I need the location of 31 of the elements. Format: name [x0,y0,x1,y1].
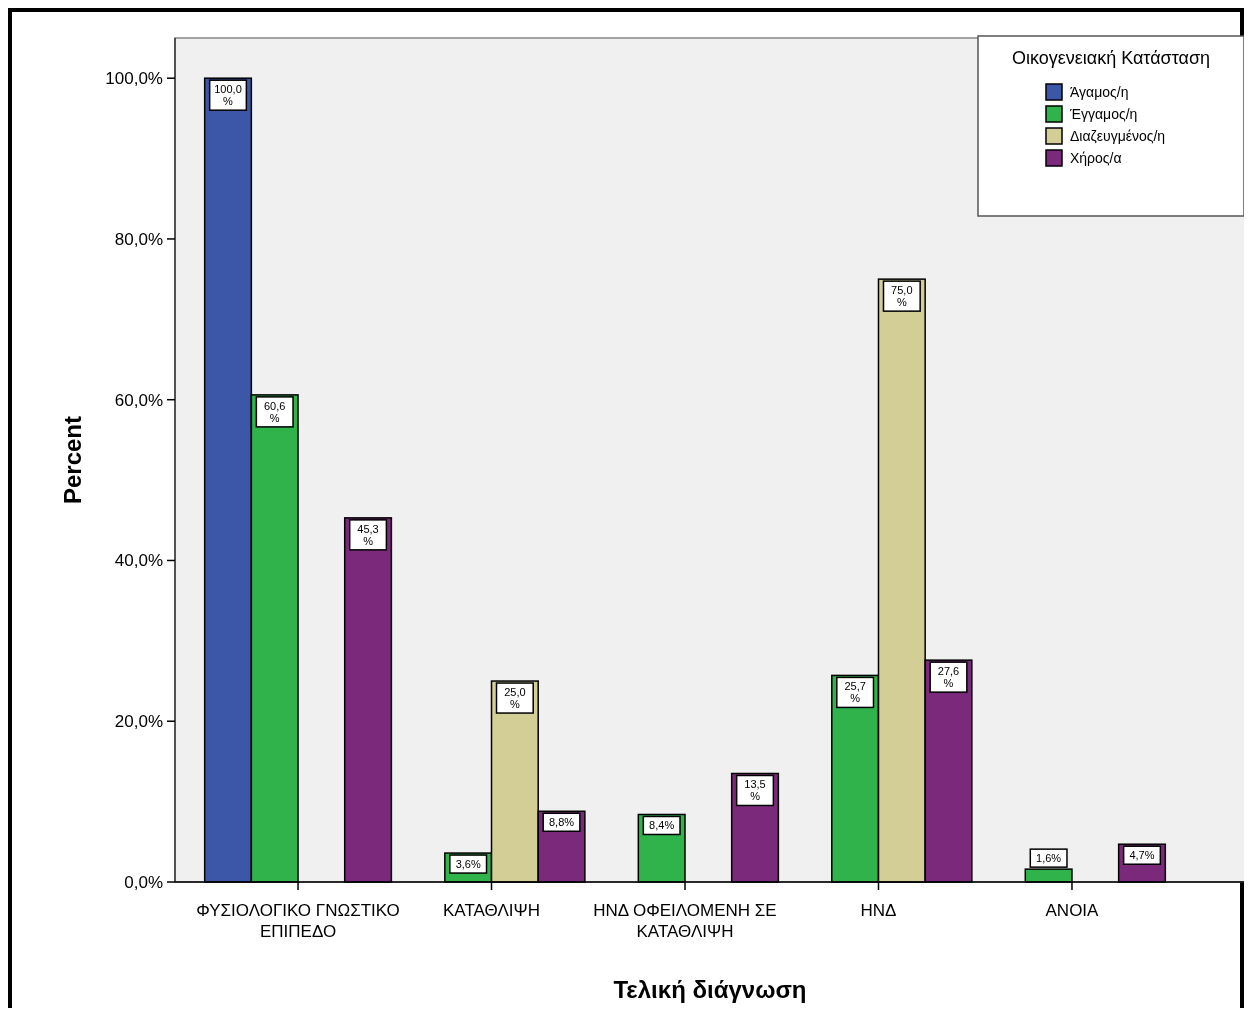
y-tick-label: 40,0% [114,551,163,571]
data-label: 3,6% [455,858,481,871]
legend-label: Χήρος/α [1070,149,1122,166]
x-axis-title: Τελική διάγνωση [613,976,807,1003]
y-tick-label: 80,0% [114,229,163,249]
y-tick-label: 60,0% [114,390,163,410]
data-label: 1,6% [1036,852,1062,865]
y-tick-label: 0,0% [124,872,163,892]
x-tick-label: ΚΑΤΑΘΛΙΨΗ [443,901,541,920]
data-label: 25,7% [844,680,866,705]
x-tick-label: ΗΝΔ [860,901,897,920]
data-label: 45,3% [357,522,379,547]
legend-label: Έγγαμος/η [1069,105,1138,122]
legend-title: Οικογενειακή Κατάσταση [1011,48,1211,68]
data-label: 8,8% [548,816,575,829]
legend-label: Διαζευγμένος/η [1070,127,1166,144]
data-label: 75,0% [891,284,913,309]
x-tick-label: ΦΥΣΙΟΛΟΓΙΚΟ ΓΝΩΣΤΙΚΟ ΕΠΙΠΕΔΟ [196,901,400,941]
data-label: 60,6% [263,399,286,424]
y-axis-title: Percent [59,415,86,505]
data-label: 25,0% [504,686,526,711]
y-tick-label: 100,0% [105,69,163,89]
data-label: 27,6% [937,665,960,690]
x-tick-label: ΗΝΔ ΟΦΕΙΛΟΜΕΝΗ ΣΕ ΚΑΤΑΘΛΙΨΗ [593,901,777,941]
data-label: 8,4% [649,819,675,832]
data-label: 4,7% [1129,849,1155,862]
data-label: 100,0% [214,83,242,108]
x-tick-label: ΑΝΟΙΑ [1045,901,1100,920]
legend-label: Άγαμος/η [1070,83,1129,100]
y-tick-label: 20,0% [114,712,163,732]
data-label: 13,5% [744,778,766,803]
